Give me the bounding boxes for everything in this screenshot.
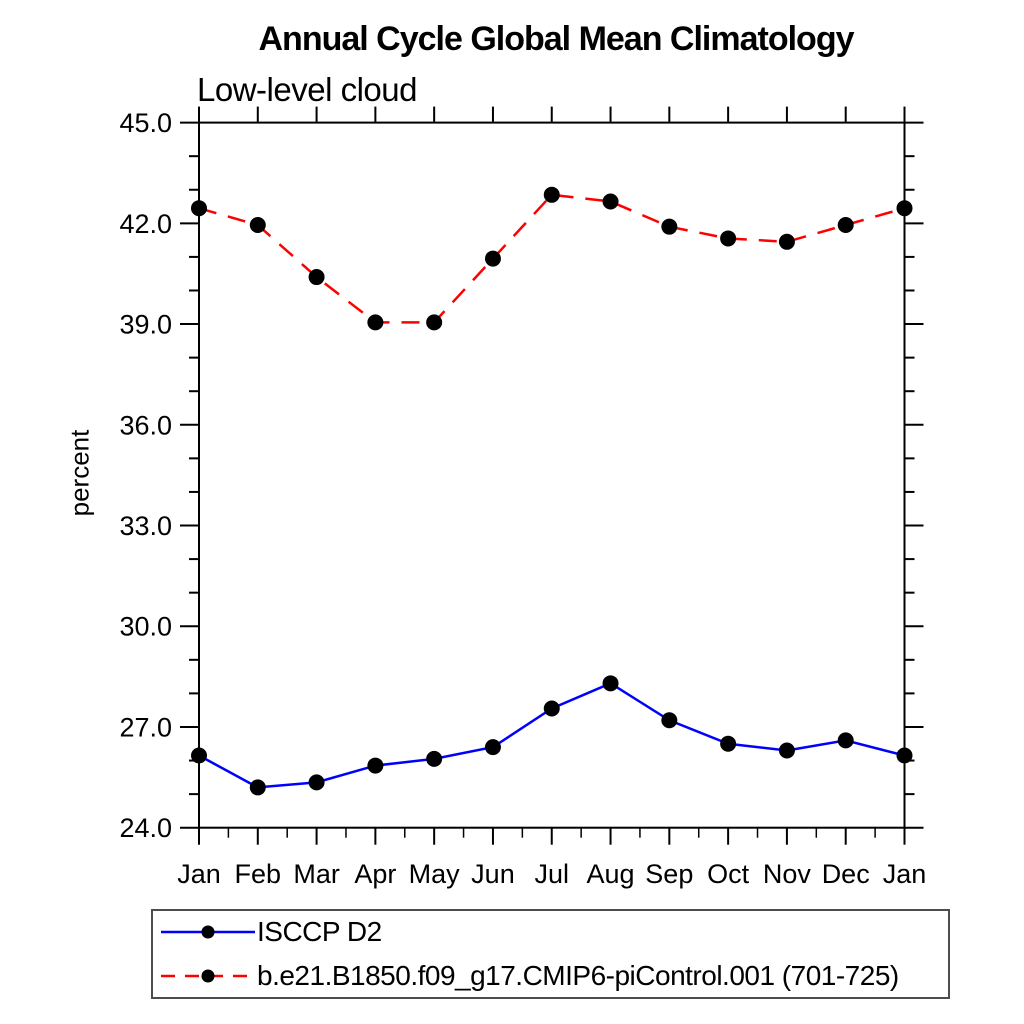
legend-box: ISCCP D2 b.e21.B1850.f09_g17.CMIP6-piCon… — [151, 909, 950, 999]
data-point-marker — [191, 747, 207, 764]
x-tick-label: May — [409, 859, 461, 889]
data-point-marker — [896, 200, 913, 217]
x-tick-label: Dec — [822, 859, 870, 889]
legend-sample-line-dashed — [161, 969, 255, 983]
data-point-marker — [543, 186, 560, 203]
data-point-marker — [484, 739, 501, 756]
y-tick-label: 42.0 — [119, 209, 172, 239]
data-point-marker — [778, 233, 795, 250]
x-tick-label: Nov — [763, 859, 812, 889]
x-tick-label: Sep — [645, 859, 693, 889]
data-point-marker — [661, 218, 678, 235]
data-point-marker — [367, 757, 384, 774]
y-tick-label: 36.0 — [119, 410, 172, 440]
x-tick-label: Oct — [707, 859, 750, 889]
series-line-0 — [198, 681, 905, 789]
data-point-marker — [191, 200, 207, 217]
data-point-marker — [426, 750, 443, 767]
data-point-marker — [249, 217, 266, 234]
x-tick-label: Apr — [354, 859, 396, 889]
y-tick-label: 30.0 — [119, 612, 172, 642]
y-tick-label: 39.0 — [119, 310, 172, 340]
data-point-marker — [602, 675, 619, 692]
legend-sample-line-solid — [161, 925, 255, 939]
data-point-marker — [661, 712, 678, 729]
x-tick-label: Jun — [471, 859, 515, 889]
legend-label-isccp: ISCCP D2 — [257, 916, 382, 947]
legend-marker-dot — [201, 925, 215, 939]
data-point-marker — [484, 250, 501, 267]
x-tick-label: Jan — [883, 859, 927, 889]
chart-subtitle: Low-level cloud — [197, 71, 417, 108]
data-point-marker — [249, 779, 266, 796]
series-line-1 — [198, 193, 905, 324]
data-point-marker — [837, 217, 854, 234]
data-point-marker — [602, 193, 619, 210]
data-point-marker — [543, 700, 560, 717]
plot-area: 24.0 27.0 30.0 33.0 36.0 39.0 42.0 45.0 Jan Feb Ma… — [119, 106, 927, 889]
x-tick-label: Aug — [587, 859, 635, 889]
data-point-marker — [720, 230, 737, 247]
y-tick-label: 24.0 — [119, 813, 172, 843]
data-point-marker — [896, 747, 913, 764]
x-tick-label: Jan — [177, 859, 221, 889]
plot-frame — [198, 121, 906, 829]
data-point-marker — [837, 732, 854, 749]
data-point-marker — [308, 774, 325, 791]
legend-label-picontrol: b.e21.B1850.f09_g17.CMIP6-piControl.001 … — [257, 960, 899, 991]
x-tick-label: Mar — [293, 859, 340, 889]
data-point-marker — [367, 314, 384, 331]
chart-title: Annual Cycle Global Mean Climatology — [258, 20, 855, 58]
data-point-marker — [308, 269, 325, 286]
y-tick-label: 45.0 — [119, 108, 172, 138]
legend-row-isccp: ISCCP D2 — [159, 912, 948, 952]
data-point-marker — [426, 314, 443, 331]
legend-marker-dot — [201, 969, 215, 983]
legend-row-picontrol: b.e21.B1850.f09_g17.CMIP6-piControl.001 … — [159, 956, 948, 996]
data-point-marker — [720, 735, 737, 752]
x-tick-label: Feb — [235, 859, 282, 889]
y-tick-label: 33.0 — [119, 511, 172, 541]
y-tick-label: 27.0 — [119, 712, 172, 742]
x-tick-label: Jul — [534, 859, 569, 889]
data-point-marker — [778, 742, 795, 759]
